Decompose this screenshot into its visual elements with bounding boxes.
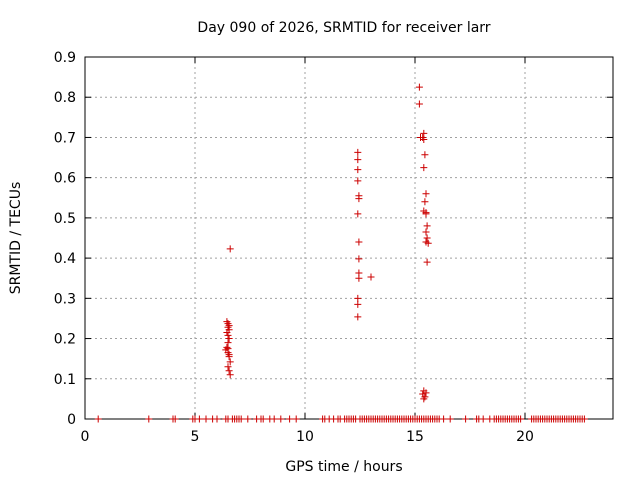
data-point	[270, 415, 278, 423]
data-point	[420, 129, 428, 137]
data-point	[286, 415, 294, 423]
data-point	[421, 198, 429, 206]
y-tick-label: 0.1	[54, 372, 76, 388]
data-point	[292, 415, 300, 423]
axis-ticks: 0 0.1 0.2 0.3 0.4 0.5 0.6 0.7 0.8 0.9 0 5 10 15 20	[54, 50, 613, 445]
data-point	[462, 415, 470, 423]
data-points	[94, 83, 588, 423]
data-point	[259, 415, 267, 423]
data-point	[355, 255, 363, 263]
data-point	[421, 151, 429, 159]
data-point	[226, 371, 234, 379]
data-point	[354, 177, 362, 185]
data-point	[94, 415, 102, 423]
data-point	[244, 415, 252, 423]
data-point	[224, 339, 232, 347]
data-point	[354, 166, 362, 174]
x-tick-label: 15	[406, 429, 424, 445]
data-point	[224, 363, 232, 371]
data-point	[422, 228, 430, 236]
y-tick-label: 0	[67, 412, 76, 428]
data-point	[354, 300, 362, 308]
y-axis-label: SRMTID / TECUs	[8, 182, 24, 295]
data-point	[145, 415, 153, 423]
data-point	[277, 415, 285, 423]
data-point	[423, 258, 431, 266]
x-tick-label: 0	[81, 429, 90, 445]
data-point	[424, 239, 432, 247]
x-tick-label: 5	[191, 429, 200, 445]
data-point	[446, 415, 454, 423]
data-point	[224, 331, 232, 339]
data-point	[225, 351, 233, 359]
y-tick-label: 0.4	[54, 251, 76, 267]
data-point	[195, 415, 203, 423]
data-point	[420, 387, 428, 395]
y-tick-label: 0.9	[54, 50, 76, 66]
data-point	[226, 358, 234, 366]
y-tick-label: 0.3	[54, 291, 76, 307]
data-point	[419, 133, 427, 141]
y-tick-label: 0.5	[54, 211, 76, 227]
data-point	[367, 273, 375, 281]
data-point	[224, 345, 232, 353]
data-point	[213, 415, 221, 423]
y-tick-label: 0.7	[54, 130, 76, 146]
data-point	[354, 313, 362, 321]
data-point	[422, 190, 430, 198]
y-tick-label: 0.6	[54, 171, 76, 187]
data-point	[354, 294, 362, 302]
data-point	[517, 415, 525, 423]
data-point	[225, 335, 233, 343]
x-tick-label: 20	[516, 429, 534, 445]
data-point	[422, 210, 430, 218]
data-point	[355, 195, 363, 203]
data-point	[225, 367, 233, 375]
data-point	[479, 415, 487, 423]
data-point	[580, 415, 588, 423]
data-point	[226, 245, 234, 253]
data-point	[415, 100, 423, 108]
y-tick-label: 0.8	[54, 90, 76, 106]
data-point	[237, 415, 245, 423]
data-point	[354, 148, 362, 156]
data-point	[420, 395, 428, 403]
data-point	[355, 274, 363, 282]
data-point	[420, 164, 428, 172]
data-point	[423, 234, 431, 242]
x-tick-label: 10	[296, 429, 314, 445]
data-point	[354, 156, 362, 164]
data-point	[440, 415, 448, 423]
grid-lines	[85, 57, 613, 419]
plot-frame	[84, 56, 614, 420]
data-point	[355, 238, 363, 246]
data-point	[202, 415, 210, 423]
data-point	[423, 222, 431, 230]
data-point	[415, 83, 423, 91]
y-tick-label: 0.2	[54, 332, 76, 348]
data-point	[171, 415, 179, 423]
data-point	[354, 210, 362, 218]
x-axis-label: GPS time / hours	[285, 459, 402, 475]
chart-title: Day 090 of 2026, SRMTID for receiver lar…	[197, 20, 490, 36]
